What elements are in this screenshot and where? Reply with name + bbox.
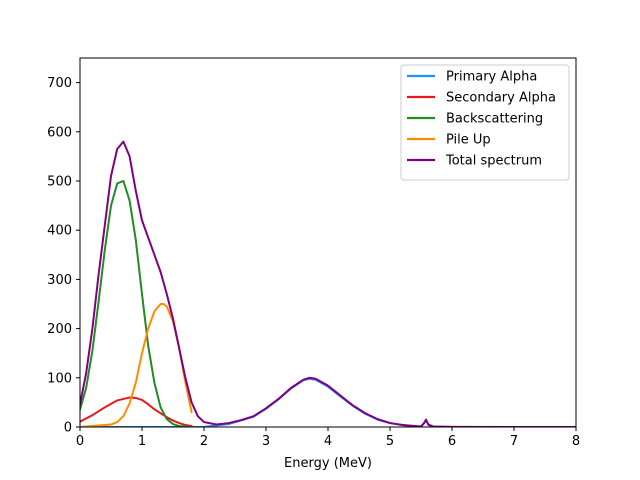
legend-label: Pile Up [446,133,491,148]
series-line-backscattering [80,180,193,427]
y-tick-label: 0 [64,421,72,436]
x-tick-label: 8 [572,434,580,449]
series-line-secondary-alpha [80,396,193,427]
x-tick-label: 2 [200,434,208,449]
series-line-total-spectrum [80,140,576,427]
legend-label: Total spectrum [445,154,542,169]
y-tick-label: 300 [47,273,72,288]
legend-label: Secondary Alpha [446,91,556,106]
x-tick-label: 7 [510,434,518,449]
x-tick-label: 0 [76,434,84,449]
legend-label: Primary Alpha [446,70,537,85]
legend: Primary Alpha Secondary Alpha Backscatteri… [400,64,570,181]
y-tick-label: 200 [47,322,72,337]
x-tick-label: 5 [386,434,394,449]
y-tick-label: 500 [47,175,72,190]
x-tick-label: 3 [262,434,270,449]
legend-label: Backscattering [446,112,543,127]
plot-lines [80,140,576,427]
axes: 0 1 2 3 4 5 6 7 8 0 100 200 300 400 500 600 700 [47,57,580,449]
y-tick-label: 100 [47,371,72,386]
y-tick-label: 600 [47,125,72,140]
x-axis-label: Energy (MeV) [284,456,372,471]
legend-box [400,64,570,181]
x-tick-label: 6 [448,434,456,449]
x-tick-label: 4 [324,434,332,449]
y-tick-label: 700 [47,76,72,91]
x-tick-label: 1 [138,434,146,449]
y-tick-label: 400 [47,224,72,239]
